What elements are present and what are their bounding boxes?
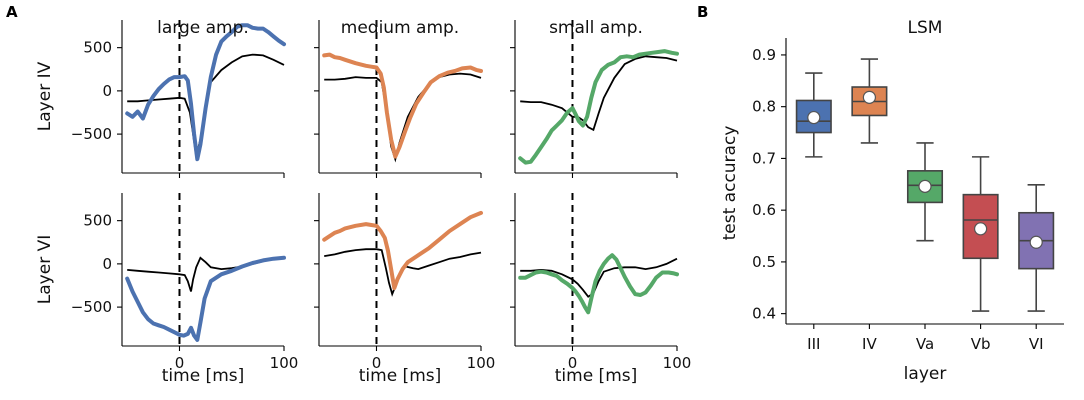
y-tick-label: 0.9: [752, 46, 776, 64]
x-tick-label: VI: [1029, 335, 1044, 353]
trace-panel-vi-large: 500 0 −500 0 100: [71, 193, 299, 372]
x-tick-label: 100: [270, 354, 299, 372]
box-Vb: Vb: [962, 156, 999, 353]
y-tick-label: 0.7: [752, 149, 776, 167]
panel-b-lsm-boxplot: LSM 0.4 0.5 0.6 0.7 0.8 0.9 test accuracy layer I…: [720, 18, 1064, 384]
x-tick-label: IV: [862, 335, 877, 353]
y-tick-label: 0: [102, 82, 112, 100]
column-title: large amp.: [157, 18, 249, 38]
y-tick-label: 0: [102, 255, 112, 273]
x-tick-label: 100: [467, 354, 496, 372]
y-tick-label: 0.4: [752, 305, 776, 323]
row-title: Layer VI: [35, 235, 55, 304]
box-IV: IV: [851, 58, 888, 353]
x-axis-label: time [ms]: [162, 366, 245, 386]
x-tick-label: 0: [175, 354, 185, 372]
y-tick-label: −500: [71, 298, 112, 316]
trace-panel-iv-medium: [314, 20, 483, 178]
trace-panel-vi-small: 0 100: [510, 193, 691, 372]
y-tick-label: 0.5: [752, 253, 776, 271]
panel-label-b: B: [697, 3, 708, 21]
model-trace: [322, 210, 483, 291]
x-tick-label: III: [807, 335, 820, 353]
y-tick-label: −500: [71, 125, 112, 143]
y-tick-label: 0.6: [752, 201, 776, 219]
column-title: medium amp.: [341, 18, 459, 38]
mean-marker: [973, 222, 988, 236]
x-axis-label: layer: [904, 364, 947, 384]
model-trace: [125, 255, 286, 342]
x-tick-label: Vb: [971, 335, 991, 353]
box-III: III: [795, 72, 832, 353]
y-tick-label: 500: [83, 39, 112, 57]
model-trace: [518, 253, 679, 315]
trace-panel-iv-small: [510, 20, 679, 178]
x-tick-label: 0: [372, 354, 382, 372]
x-axis-label: time [ms]: [555, 366, 638, 386]
mean-marker: [807, 110, 821, 125]
mean-marker: [1029, 235, 1043, 249]
y-tick-label: 500: [83, 212, 112, 230]
x-axis-label: time [ms]: [359, 366, 442, 386]
mean-marker: [918, 179, 932, 193]
trace-panel-vi-medium: 0 100: [314, 193, 495, 372]
x-tick-label: 100: [663, 354, 692, 372]
column-title: small amp.: [549, 18, 643, 38]
y-tick-label: 0.8: [752, 98, 776, 116]
model-trace: [125, 23, 286, 162]
trace-panel-iv-large: 500 0 −500: [71, 20, 286, 178]
y-axis-label: test accuracy: [720, 126, 740, 241]
chart-title: LSM: [908, 18, 943, 38]
reference-trace: [324, 72, 482, 163]
model-trace: [322, 52, 483, 159]
x-tick-label: 0: [568, 354, 578, 372]
x-tick-label: Va: [916, 335, 934, 353]
panel-label-a: A: [6, 3, 18, 21]
reference-trace: [520, 55, 678, 132]
panel-a-trace-grid: 500 0 −500 500 0 −500 0 100 0 100 0 100 large amp. me…: [35, 18, 691, 386]
model-trace: [518, 49, 679, 165]
row-title: Layer IV: [35, 61, 55, 131]
box-VI: VI: [1018, 184, 1055, 353]
box-Va: Va: [906, 142, 944, 353]
mean-marker: [862, 90, 877, 104]
